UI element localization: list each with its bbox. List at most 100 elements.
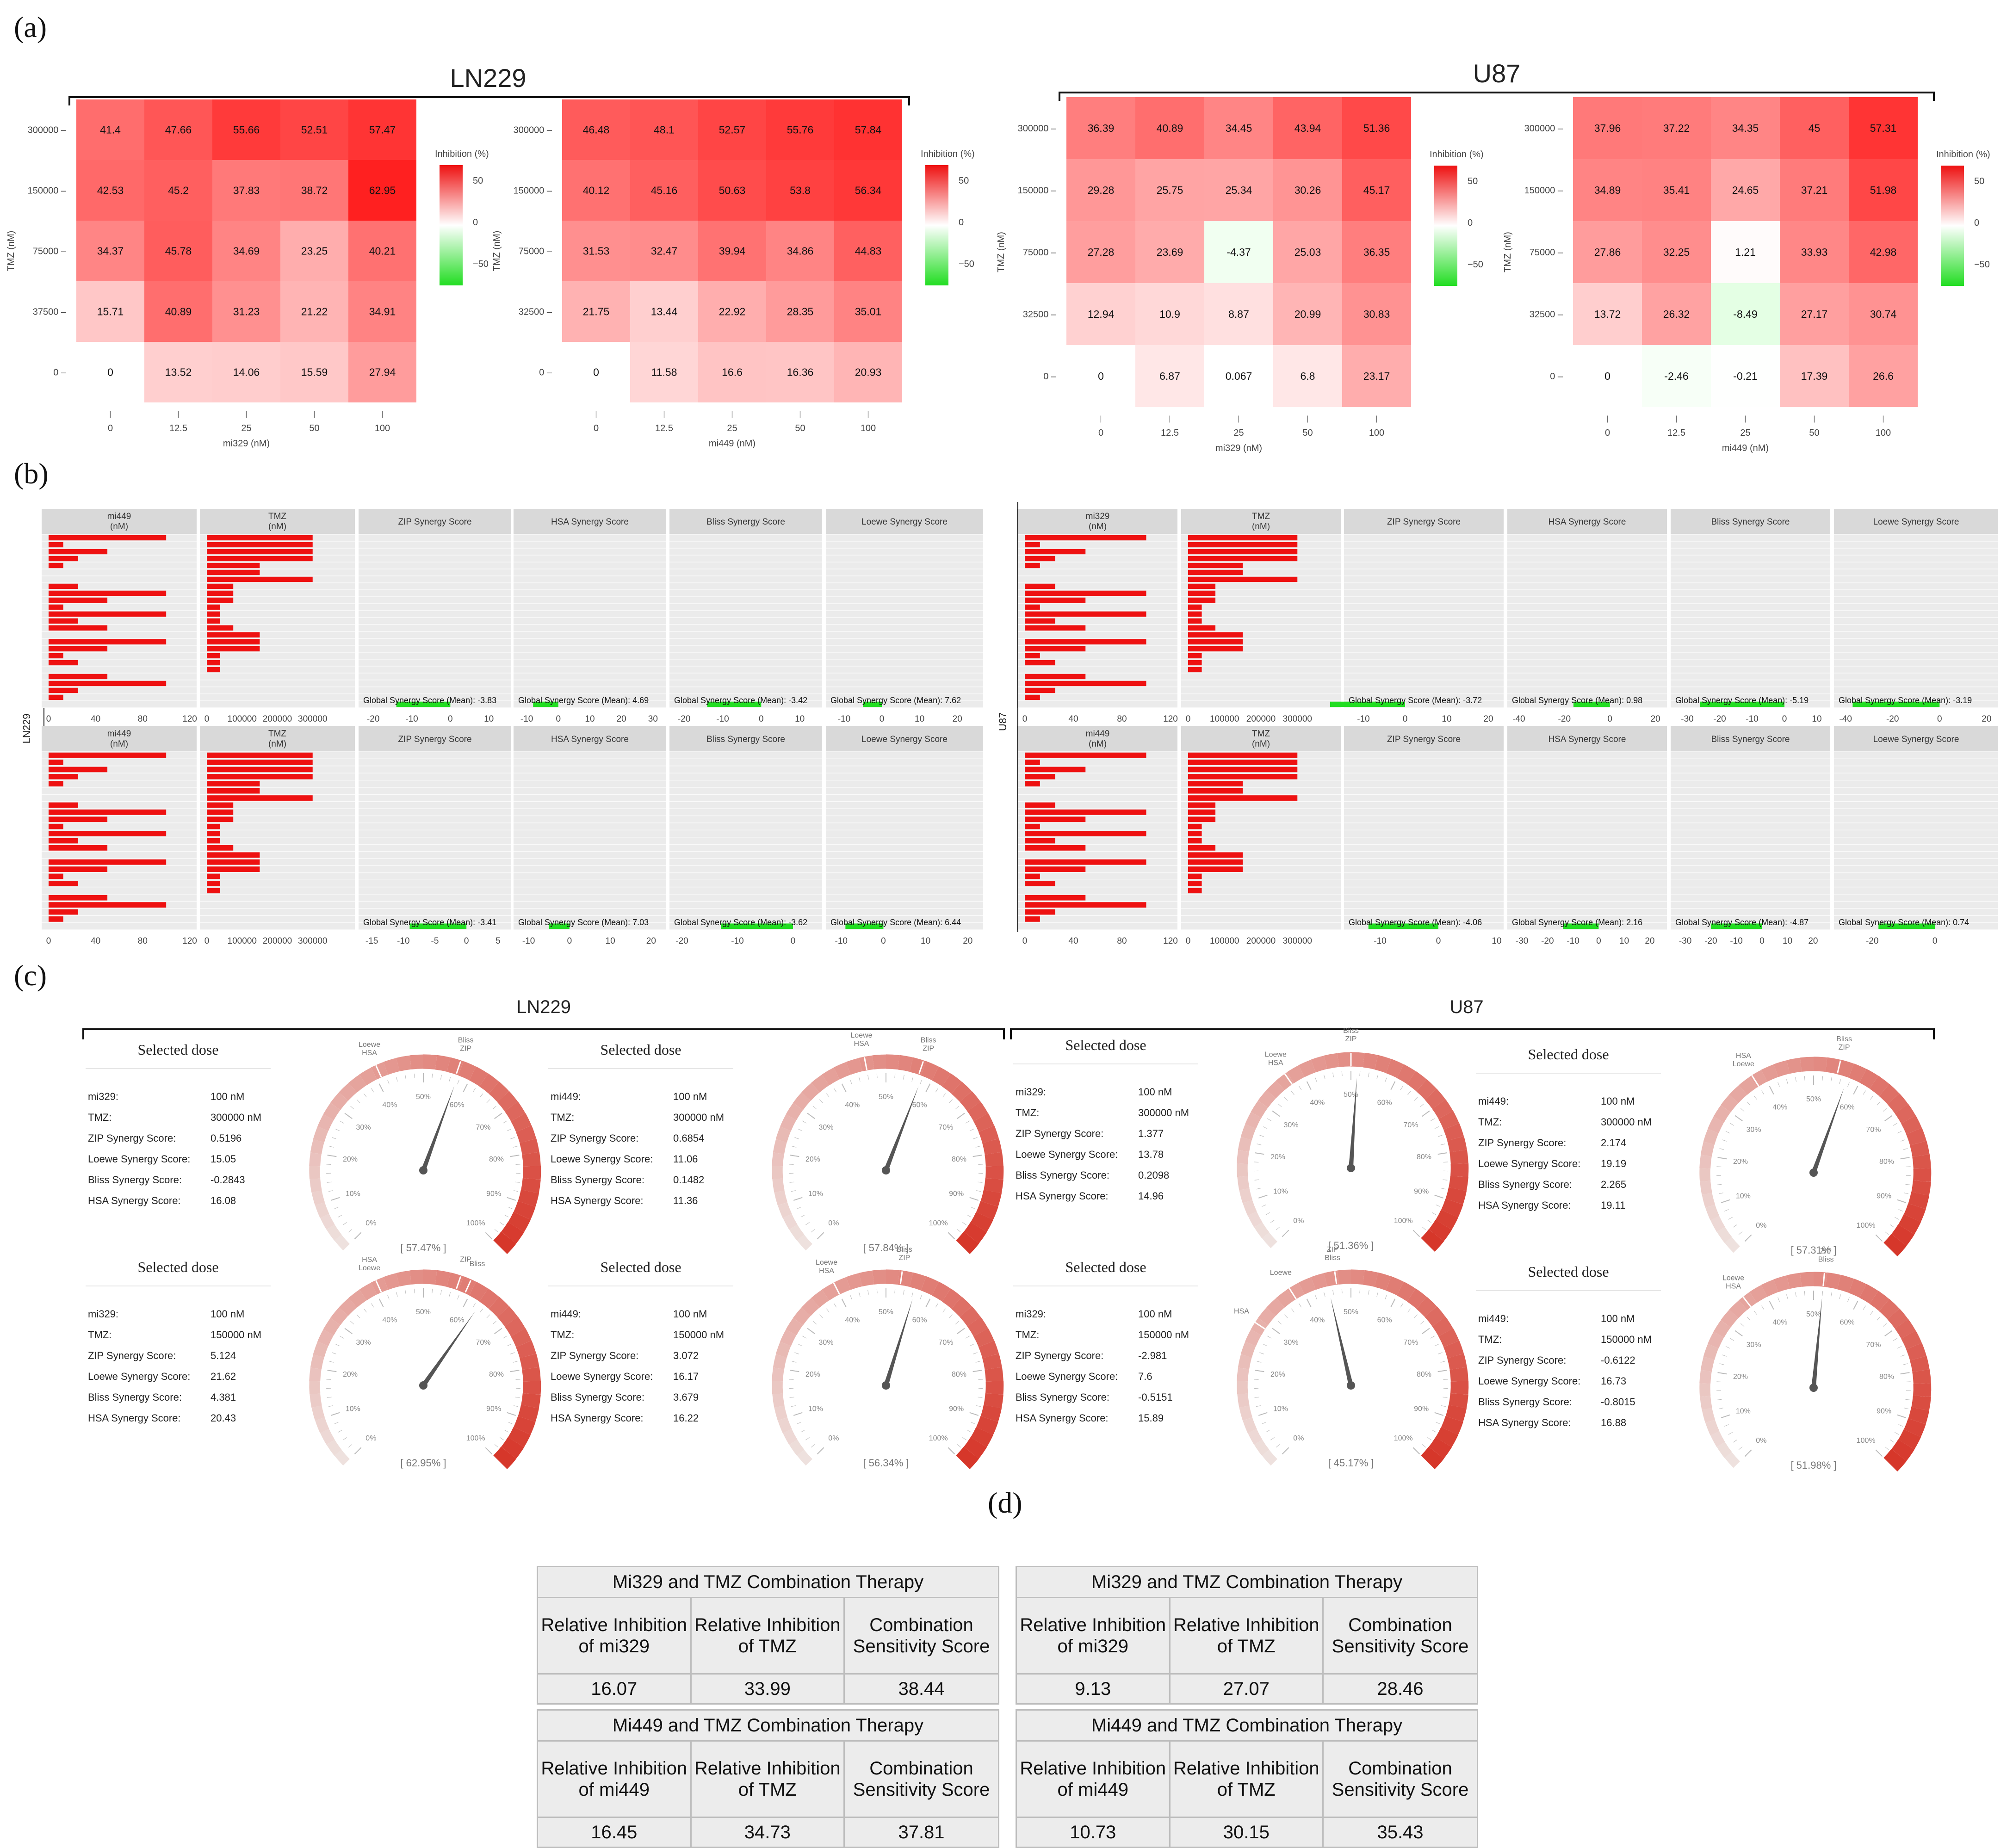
bar bbox=[49, 859, 167, 865]
gauge-tick bbox=[502, 1335, 508, 1339]
synergy-marker-label: HSA bbox=[362, 1049, 377, 1057]
gauge-arc-segment bbox=[423, 1269, 437, 1285]
gauge-arc-segment bbox=[1447, 1354, 1467, 1370]
gauge-arc-segment bbox=[309, 1367, 322, 1382]
heatmap-value: 41.4 bbox=[100, 124, 121, 136]
gauge-tick bbox=[1733, 1440, 1737, 1443]
gauge-arc-segment bbox=[970, 1211, 993, 1232]
gauge-readout: [ 56.34% ] bbox=[863, 1457, 909, 1469]
gauge-arc-segment bbox=[773, 1139, 787, 1155]
bar bbox=[49, 618, 78, 624]
y-tick-label: 150000 – bbox=[1524, 185, 1563, 196]
dose-row-value: 2.174 bbox=[1601, 1137, 1626, 1149]
synergy-marker-label: ZIP bbox=[460, 1255, 471, 1263]
heatmap-value: 45.17 bbox=[1363, 184, 1390, 196]
gauge-tick bbox=[1722, 1139, 1727, 1142]
gauge-scale-label: 80% bbox=[489, 1371, 504, 1378]
gauge-tick bbox=[1740, 1108, 1745, 1112]
synergy-marker-label: ZIP bbox=[923, 1045, 934, 1052]
gauge-tick bbox=[507, 1344, 512, 1347]
gauge-arc-segment bbox=[1800, 1057, 1814, 1072]
facet-strip bbox=[42, 726, 197, 752]
bar bbox=[1188, 795, 1298, 801]
dose-row-label: HSA Synergy Score: bbox=[1478, 1417, 1571, 1428]
x-tick-label: 0 bbox=[1605, 428, 1610, 438]
gauge-scale-label: 60% bbox=[1377, 1316, 1392, 1324]
dose-row-label: ZIP Synergy Score: bbox=[1016, 1128, 1103, 1139]
gauge-scale-label: 80% bbox=[489, 1156, 504, 1163]
heatmap-value: 0 bbox=[107, 366, 113, 378]
heatmap-cell bbox=[1066, 159, 1135, 221]
gauge-arc-segment bbox=[1450, 1381, 1469, 1395]
gauge-tick bbox=[791, 1405, 796, 1407]
facet-header: (nM) bbox=[110, 739, 128, 749]
gauge-tick bbox=[789, 1379, 794, 1380]
legend-tick: 50 bbox=[1468, 176, 1478, 186]
gauge-arc-segment bbox=[1906, 1128, 1926, 1146]
gauge-arc-segment bbox=[469, 1281, 488, 1302]
gauge-tick bbox=[1259, 1352, 1264, 1354]
bar bbox=[207, 590, 234, 596]
bar bbox=[207, 583, 234, 589]
gauge-arc-segment bbox=[501, 1222, 525, 1244]
x-tick-label: 0 bbox=[1607, 714, 1612, 724]
bar bbox=[49, 653, 63, 659]
gauge-scale-label: 90% bbox=[486, 1190, 501, 1198]
dose-row-value: -0.8015 bbox=[1601, 1396, 1635, 1408]
heatmap-cell bbox=[1642, 345, 1711, 407]
gauge-arc-segment bbox=[315, 1417, 329, 1433]
x-tick-label: -40 bbox=[1512, 714, 1525, 724]
bar bbox=[1025, 902, 1146, 908]
x-tick-mark: | bbox=[109, 410, 111, 418]
facet-strip bbox=[514, 726, 666, 752]
y-tick-label: 75000 – bbox=[519, 247, 552, 257]
heatmap-cell bbox=[1780, 221, 1849, 283]
gauge-tick bbox=[1422, 1110, 1430, 1117]
gauge-scale-label: 70% bbox=[938, 1339, 953, 1347]
dose-row-label: TMZ: bbox=[1016, 1107, 1039, 1119]
gauge-arc-segment bbox=[1739, 1077, 1757, 1095]
bar bbox=[207, 760, 313, 765]
gauge-tick bbox=[819, 1099, 823, 1103]
gauge-tick bbox=[513, 1146, 518, 1148]
x-tick-label: -10 bbox=[1730, 936, 1742, 946]
y-axis-label: TMZ (nM) bbox=[492, 231, 502, 272]
table-cell: 37.81 bbox=[843, 1817, 999, 1848]
gauge-arc-segment bbox=[846, 1273, 862, 1290]
x-tick-label: 80 bbox=[138, 936, 148, 946]
gauge-scale-label: 10% bbox=[808, 1190, 823, 1198]
gauge-arc-segment bbox=[330, 1092, 348, 1110]
gauge-scale-label: 90% bbox=[1414, 1405, 1429, 1413]
gauge-arc-segment bbox=[1848, 1063, 1867, 1083]
heatmap-value: 55.76 bbox=[787, 124, 814, 136]
bar bbox=[1852, 701, 1940, 707]
x-tick-label: 20 bbox=[963, 936, 972, 946]
gauge-tick bbox=[513, 1361, 518, 1363]
gauge-arc-segment bbox=[1786, 1057, 1802, 1074]
gauge-tick bbox=[1257, 1143, 1262, 1145]
gauge-tick bbox=[1718, 1193, 1723, 1194]
bar bbox=[49, 625, 108, 631]
gauge-tick bbox=[1407, 1308, 1411, 1313]
heatmap-value: 28.35 bbox=[787, 306, 814, 318]
synergy-marker bbox=[863, 1057, 868, 1070]
gauge-tick bbox=[515, 1164, 520, 1165]
x-tick-label: 10 bbox=[1812, 714, 1821, 724]
bar bbox=[721, 923, 793, 929]
gauge-tick bbox=[1306, 1298, 1312, 1308]
bar bbox=[207, 866, 260, 872]
dose-row-label: Bliss Synergy Score: bbox=[1478, 1396, 1572, 1408]
gauge-arc-segment bbox=[1425, 1088, 1446, 1109]
column-header: Relative Inhibition of mi449 bbox=[537, 1740, 692, 1818]
x-tick-mark: | bbox=[663, 410, 665, 418]
facet-strip bbox=[1181, 726, 1341, 752]
gauge-arc-segment bbox=[811, 1075, 830, 1093]
facet-header: Loewe Synergy Score bbox=[1873, 517, 1959, 527]
gauge-tick bbox=[841, 1083, 847, 1093]
gauge-tick bbox=[494, 1229, 499, 1233]
gauge-arc-segment bbox=[1716, 1442, 1732, 1458]
y-tick-label: 0 – bbox=[1043, 371, 1057, 382]
dose-row-label: mi329: bbox=[1016, 1308, 1046, 1320]
x-tick-label: 100000 bbox=[1210, 936, 1239, 946]
